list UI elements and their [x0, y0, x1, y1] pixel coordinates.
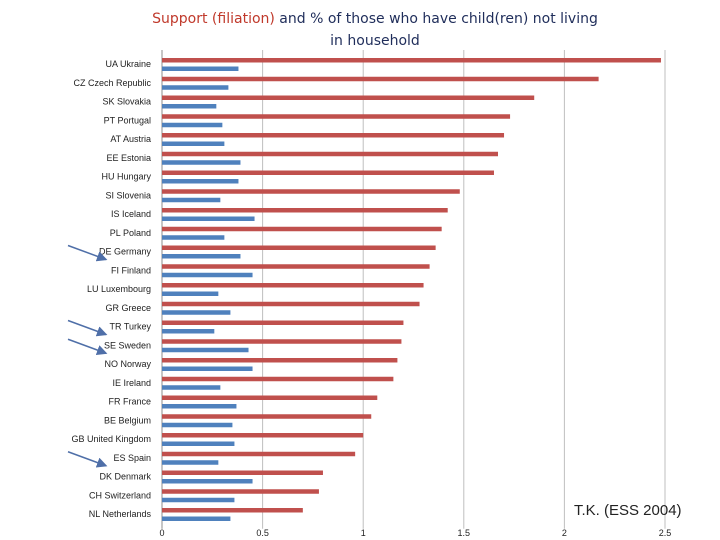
- category-label: GR Greece: [105, 303, 151, 313]
- category-label: ES Spain: [113, 453, 151, 463]
- chart-title: Support (filiation) and % of those who h…: [60, 8, 690, 52]
- bar-not-living: [162, 422, 233, 428]
- bar-not-living: [162, 179, 239, 184]
- category-label: NL Netherlands: [89, 509, 152, 519]
- bar-not-living: [162, 66, 239, 71]
- bar-support: [162, 451, 356, 457]
- highlight-arrow: [67, 244, 108, 262]
- bar-support: [162, 339, 402, 344]
- bar-not-living: [162, 329, 215, 334]
- bar-support: [162, 395, 378, 400]
- bar-not-living: [162, 479, 253, 484]
- category-label: SK Slovakia: [102, 97, 151, 107]
- bar-not-living: [162, 85, 229, 90]
- category-label: CH Switzerland: [89, 490, 151, 500]
- bar-support: [162, 508, 303, 513]
- bar-support: [162, 358, 398, 363]
- highlight-arrow: [67, 338, 108, 356]
- bar-support: [162, 489, 319, 494]
- bar-not-living: [162, 235, 225, 240]
- bar-support: [162, 301, 420, 307]
- category-label: SE Sweden: [104, 340, 151, 350]
- bar-support: [162, 320, 404, 325]
- highlight-arrow: [67, 319, 108, 337]
- bar-not-living: [162, 441, 235, 446]
- bar-support: [162, 208, 448, 213]
- bar-not-living: [162, 254, 241, 259]
- bar-support: [162, 76, 599, 82]
- bar-support: [162, 433, 364, 438]
- bar-not-living: [162, 141, 225, 146]
- category-label: FR France: [108, 397, 151, 407]
- x-tick-label: 0.5: [256, 528, 269, 538]
- bar-not-living: [162, 460, 219, 465]
- category-label: GB United Kingdom: [71, 434, 151, 444]
- bar-not-living: [162, 197, 221, 203]
- bar-support: [162, 283, 424, 288]
- x-tick-label: 0: [159, 528, 164, 538]
- bar-support: [162, 170, 494, 175]
- bar-not-living: [162, 366, 253, 371]
- category-label: NO Norway: [104, 359, 151, 369]
- bar-not-living: [162, 216, 255, 221]
- bar-not-living: [162, 122, 223, 128]
- bar-support: [162, 245, 436, 250]
- title-line2: in household: [330, 33, 420, 49]
- category-label: PT Portugal: [104, 115, 151, 125]
- bar-support: [162, 376, 394, 382]
- title-part1: Support (filiation): [152, 11, 275, 27]
- x-tick-label: 1.5: [458, 528, 471, 538]
- category-label: PL Poland: [110, 228, 151, 238]
- x-tick-label: 2: [562, 528, 567, 538]
- category-label: DK Denmark: [99, 472, 151, 482]
- bar-support: [162, 95, 535, 100]
- bar-support: [162, 114, 511, 119]
- bar-support: [162, 133, 505, 138]
- bar-not-living: [162, 291, 219, 296]
- bar-not-living: [162, 160, 241, 165]
- bar-support: [162, 189, 460, 194]
- bar-not-living: [162, 404, 237, 409]
- bar-not-living: [162, 272, 253, 278]
- category-label: IS Iceland: [111, 209, 151, 219]
- title-part2: and % of those who have child(ren) not l…: [274, 11, 598, 27]
- category-label: FI Finland: [111, 265, 151, 275]
- bar-not-living: [162, 385, 221, 390]
- category-label: IE Ireland: [112, 378, 151, 388]
- bar-not-living: [162, 347, 249, 353]
- bar-not-living: [162, 104, 217, 109]
- category-label: AT Austria: [110, 134, 151, 144]
- bar-not-living: [162, 497, 235, 503]
- bar-support: [162, 264, 430, 269]
- highlight-arrow: [67, 451, 108, 468]
- bar-support: [162, 58, 661, 63]
- bar-support: [162, 414, 372, 419]
- x-tick-label: 1: [361, 528, 366, 538]
- x-tick-label: 2.5: [659, 528, 672, 538]
- category-label: TR Turkey: [109, 322, 151, 332]
- bar-support: [162, 470, 323, 475]
- category-label: HU Hungary: [101, 172, 151, 182]
- category-label: DE Germany: [99, 247, 152, 257]
- bar-not-living: [162, 310, 231, 315]
- bar-support: [162, 226, 442, 232]
- category-label: SI Slovenia: [105, 190, 151, 200]
- category-label: LU Luxembourg: [87, 284, 151, 294]
- category-label: CZ Czech Republic: [73, 78, 151, 88]
- category-label: BE Belgium: [104, 415, 151, 425]
- source-credit: T.K. (ESS 2004): [574, 502, 682, 519]
- category-label: EE Estonia: [106, 153, 151, 163]
- bar-not-living: [162, 516, 231, 521]
- bar-support: [162, 151, 499, 157]
- category-label: UA Ukraine: [105, 59, 151, 69]
